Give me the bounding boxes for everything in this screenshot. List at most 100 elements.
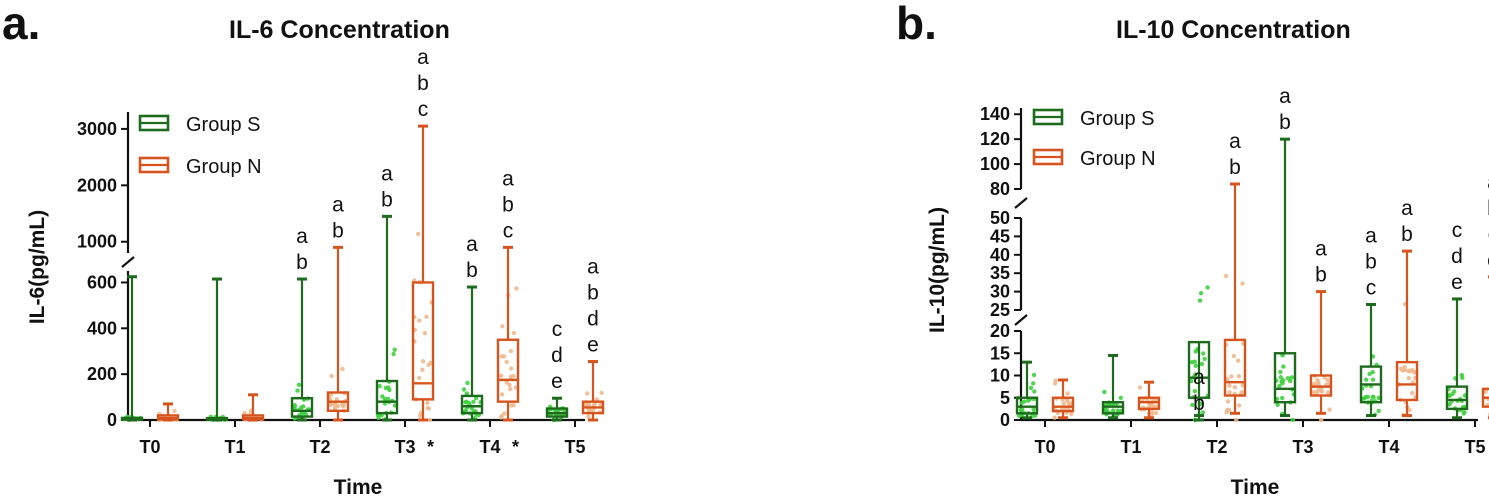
- data-point: [514, 286, 519, 291]
- data-point: [508, 386, 513, 392]
- annotation-letter: b: [502, 193, 514, 216]
- annotation-letter: b: [332, 219, 344, 242]
- annotation-letter: a: [417, 46, 429, 69]
- annotation-letter: b: [296, 251, 308, 274]
- data-point: [1069, 411, 1074, 417]
- data-point: [1031, 381, 1036, 386]
- data-point: [425, 400, 430, 405]
- annotation-letter: b: [1193, 392, 1205, 415]
- data-point: [585, 391, 590, 396]
- annotation-letter: a: [296, 225, 308, 248]
- box: [1187, 340, 1211, 399]
- data-point: [427, 417, 433, 423]
- annotation-letter: a: [1193, 366, 1205, 389]
- data-point: [380, 394, 385, 399]
- data-point: [1367, 371, 1372, 377]
- x-tick-label: T5: [564, 437, 585, 457]
- data-point: [328, 392, 334, 398]
- data-point: [296, 382, 302, 387]
- data-point: [1280, 381, 1285, 386]
- data-point: [1410, 390, 1415, 396]
- data-point: [340, 366, 345, 372]
- data-point: [1459, 372, 1465, 378]
- data-point: [1118, 395, 1124, 400]
- data-point: [586, 414, 591, 419]
- data-point: [1240, 281, 1245, 286]
- data-point: [1483, 389, 1488, 394]
- data-point: [377, 383, 382, 389]
- data-point: [507, 382, 512, 388]
- box: [375, 379, 399, 415]
- annotation-letter: d: [551, 344, 563, 367]
- data-point: [1052, 415, 1057, 420]
- data-point: [1200, 410, 1206, 415]
- y-tick-label: 15: [990, 343, 1010, 363]
- chart-a-title: IL-6 Concentration: [229, 16, 450, 44]
- panel-a-letter: a.: [2, 0, 41, 49]
- data-point: [1316, 380, 1321, 385]
- data-point: [599, 390, 604, 395]
- annotation-letter: c: [1488, 223, 1489, 246]
- y-tick-label: 0: [1000, 410, 1010, 430]
- x-axis-label: Time: [1231, 476, 1280, 496]
- x-tick-label: T2: [309, 437, 330, 457]
- data-point: [1447, 393, 1452, 398]
- data-point: [392, 347, 397, 352]
- y-tick-label: 80: [990, 179, 1010, 199]
- y-tick-label: 20: [990, 321, 1010, 341]
- x-tick-label: T4: [1378, 437, 1399, 457]
- y-tick-label: 0: [107, 410, 117, 430]
- x-tick-label: T0: [1034, 437, 1055, 457]
- data-point: [1236, 403, 1242, 408]
- data-point: [1231, 353, 1237, 359]
- data-point: [499, 413, 504, 419]
- box: [1273, 352, 1297, 404]
- data-point: [1201, 351, 1206, 356]
- data-point: [340, 404, 346, 409]
- significance-mark: *: [512, 437, 519, 457]
- y-tick-label: 3000: [77, 119, 117, 139]
- annotation-letter: a: [1315, 238, 1327, 261]
- annotation-letter: b: [1279, 111, 1291, 134]
- y-tick-label: 400: [87, 318, 117, 338]
- data-point: [422, 331, 428, 336]
- annotation-letter: d: [587, 308, 599, 331]
- data-point: [1192, 389, 1198, 394]
- data-point: [1197, 298, 1203, 303]
- data-point: [1278, 369, 1283, 375]
- annotation-letter: b: [466, 259, 478, 282]
- data-point: [1149, 412, 1154, 417]
- data-point: [511, 373, 516, 379]
- data-point: [1224, 410, 1229, 415]
- data-point: [504, 359, 509, 365]
- data-point: [1452, 389, 1457, 394]
- data-point: [1325, 377, 1330, 383]
- data-point: [1236, 374, 1242, 379]
- data-point: [417, 375, 422, 381]
- data-point: [465, 380, 470, 386]
- data-point: [1376, 395, 1381, 400]
- axis-break-mark: [121, 256, 135, 268]
- box: [1445, 385, 1469, 411]
- data-point: [1190, 402, 1195, 408]
- annotation-letter: a: [1365, 224, 1377, 247]
- axis-break-mark: [1014, 314, 1028, 326]
- data-point: [172, 408, 177, 414]
- data-point: [1198, 291, 1204, 296]
- annotation-letter: a: [1279, 85, 1291, 108]
- data-point: [420, 359, 426, 364]
- data-point: [1111, 408, 1116, 413]
- y-tick-label: 600: [87, 272, 117, 292]
- data-point: [500, 392, 505, 397]
- data-point: [1031, 372, 1037, 378]
- y-axis-label: IL-10(pg/mL): [926, 207, 949, 333]
- annotation-letter: b: [1401, 223, 1413, 246]
- annotation-letter: c: [503, 219, 514, 242]
- box: [460, 394, 484, 415]
- y-tick-label: 45: [990, 226, 1010, 246]
- annotation-letter: a: [1401, 197, 1413, 220]
- annotation-letter: a: [332, 193, 344, 216]
- annotation-letter: e: [587, 334, 599, 357]
